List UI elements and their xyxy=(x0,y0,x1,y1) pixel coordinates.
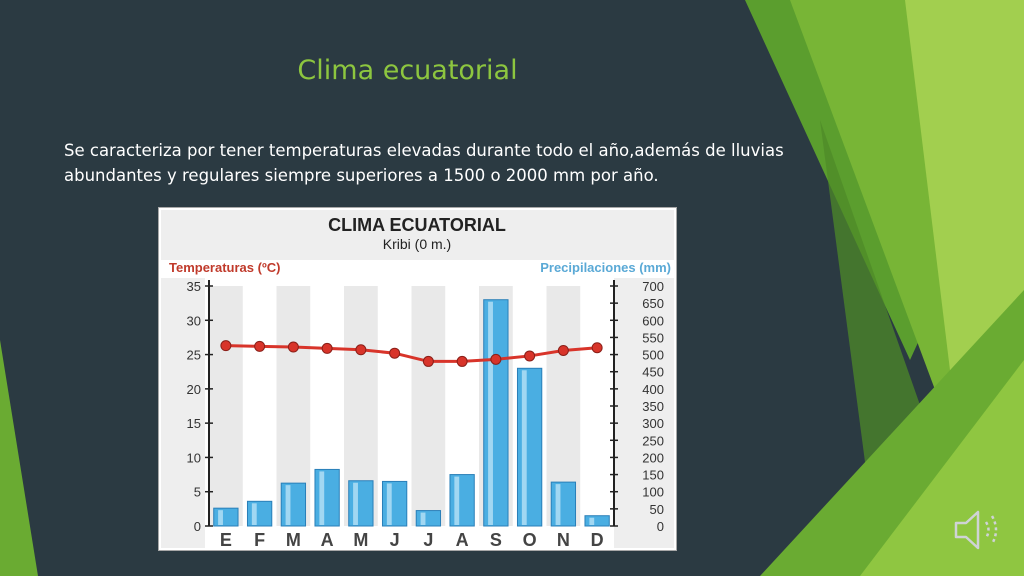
temperature-axis-label: Temperaturas (ºC) xyxy=(169,260,280,275)
precipitation-bar-highlight xyxy=(353,482,358,525)
temperature-point xyxy=(287,341,299,353)
climate-chart: CLIMA ECUATORIAL Kribi (0 m.) Temperatur… xyxy=(158,207,677,551)
right-axis-tick-label: 0 xyxy=(657,519,664,534)
precipitation-bar-highlight xyxy=(251,503,257,525)
left-axis-tick-label: 10 xyxy=(187,450,201,465)
precipitation-bar xyxy=(314,468,340,527)
month-stripe xyxy=(411,286,446,526)
precipitation-bar xyxy=(584,515,610,527)
temperature-point xyxy=(490,353,502,365)
temperature-point xyxy=(456,355,468,367)
temperature-point xyxy=(254,340,266,352)
precipitation-bar-highlight xyxy=(521,370,527,525)
precipitation-bar xyxy=(516,367,543,527)
precipitation-bar xyxy=(280,482,307,527)
precipitation-bar-highlight xyxy=(218,510,223,525)
right-axis-tick-label: 300 xyxy=(642,416,664,431)
precipitation-bar-highlight xyxy=(454,476,460,525)
left-axis-tick-label: 15 xyxy=(187,416,201,431)
temperature-point xyxy=(557,344,569,356)
chart-subtitle: Kribi (0 m.) xyxy=(383,236,451,252)
right-axis-tick-label: 150 xyxy=(642,468,664,483)
precipitation-bar-highlight xyxy=(420,512,426,525)
precipitation-bar-highlight xyxy=(555,484,561,525)
right-axis-tick-label: 350 xyxy=(642,399,664,414)
month-label: N xyxy=(557,530,570,550)
precipitation-bar xyxy=(415,510,442,527)
temperature-point xyxy=(591,342,603,354)
temperature-point xyxy=(422,355,434,367)
speaker-icon[interactable] xyxy=(950,505,1010,555)
temperature-point xyxy=(389,347,401,359)
right-axis-tick-label: 550 xyxy=(642,330,664,345)
precipitation-bar xyxy=(246,500,273,527)
month-label: O xyxy=(523,530,537,550)
right-axis-band xyxy=(614,278,674,548)
month-label: A xyxy=(456,530,469,550)
green-shape-bottom-light xyxy=(860,360,1024,576)
left-axis-tick-label: 30 xyxy=(187,313,201,328)
left-axis-band xyxy=(161,278,205,548)
month-label: J xyxy=(423,530,433,550)
precipitation-bar xyxy=(550,481,577,527)
month-stripe xyxy=(209,286,243,526)
precipitation-bars xyxy=(213,299,610,527)
month-label: A xyxy=(321,530,334,550)
climate-chart-svg: CLIMA ECUATORIAL Kribi (0 m.) Temperatur… xyxy=(159,208,676,550)
precipitation-bar-highlight xyxy=(386,483,392,525)
temperature-line xyxy=(225,344,598,363)
precipitation-bar-highlight xyxy=(285,485,291,525)
left-axis-tick-label: 20 xyxy=(187,382,201,397)
month-label: M xyxy=(286,530,301,550)
precipitation-bar xyxy=(483,299,509,527)
right-axis-tick-label: 400 xyxy=(642,382,664,397)
slide-title: Clima ecuatorial xyxy=(297,55,518,86)
right-axis-tick-label: 650 xyxy=(642,296,664,311)
left-axis-tick-label: 25 xyxy=(187,348,201,363)
precipitation-axis-label: Precipilaciones (mm) xyxy=(540,260,671,275)
slide-body-text: Se caracteriza por tener temperaturas el… xyxy=(64,141,784,185)
right-axis-tick-label: 500 xyxy=(642,348,664,363)
precipitation-bar-highlight xyxy=(319,471,325,525)
precipitation-bar-highlight xyxy=(589,517,595,525)
precipitation-bar xyxy=(381,480,408,527)
right-axis-tick-label: 600 xyxy=(642,313,664,328)
right-axis-tick-label: 200 xyxy=(642,450,664,465)
temperature-point xyxy=(220,340,232,352)
left-axis-tick-label: 35 xyxy=(187,279,201,294)
chart-header-band xyxy=(161,210,674,260)
month-label: S xyxy=(490,530,502,550)
right-axis-tick-label: 250 xyxy=(642,433,664,448)
temperature-point xyxy=(321,342,333,354)
right-axis-tick-label: 50 xyxy=(650,502,664,517)
precipitation-bar xyxy=(449,474,475,527)
temperature-series xyxy=(220,340,603,367)
month-label: E xyxy=(220,530,232,550)
left-axis-tick-label: 0 xyxy=(194,519,201,534)
green-shape-left xyxy=(0,340,38,576)
month-label: J xyxy=(390,530,400,550)
month-label: F xyxy=(254,530,265,550)
month-label: D xyxy=(591,530,604,550)
chart-title: CLIMA ECUATORIAL xyxy=(328,215,506,235)
month-label: M xyxy=(353,530,368,550)
precipitation-bar-highlight xyxy=(488,301,493,525)
temperature-point xyxy=(524,350,536,362)
precipitation-bar xyxy=(213,507,239,527)
temperature-point xyxy=(355,344,367,356)
left-axis-tick-label: 5 xyxy=(194,485,201,500)
right-axis-tick-label: 450 xyxy=(642,365,664,380)
right-axis-tick-label: 100 xyxy=(642,485,664,500)
chart-axes: 0510152025303505010015020025030035040045… xyxy=(187,279,664,534)
precipitation-bar xyxy=(348,480,374,527)
right-axis-tick-label: 700 xyxy=(642,279,664,294)
